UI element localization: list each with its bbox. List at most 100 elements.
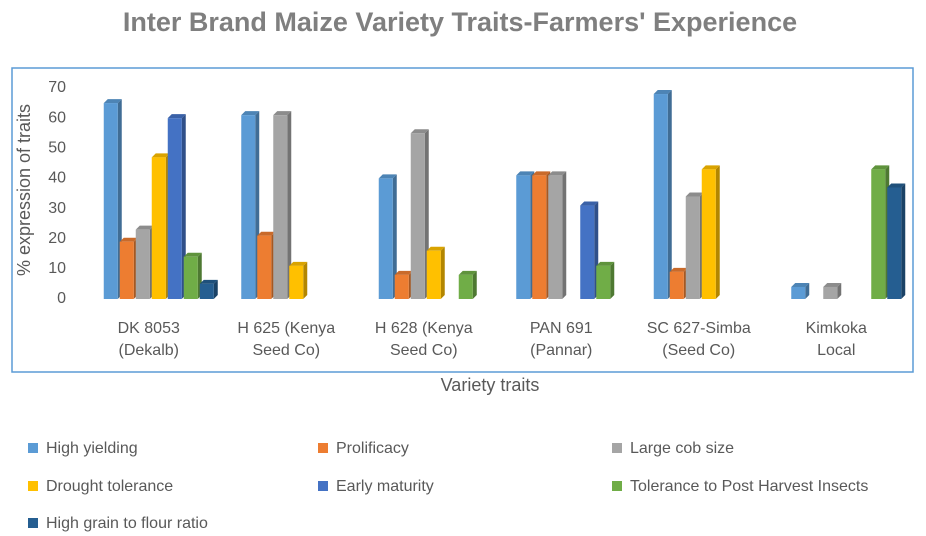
bar-side	[667, 90, 672, 300]
legend-label: Early maturity	[336, 478, 434, 495]
bar-top	[241, 111, 260, 116]
legend-swatch	[318, 443, 328, 453]
bar-side	[805, 282, 810, 299]
bar	[199, 283, 214, 299]
legend-item: Large cob size	[612, 440, 734, 458]
bar	[410, 133, 425, 299]
bar-top	[653, 90, 672, 95]
y-tick-label: 0	[57, 290, 66, 307]
bar	[167, 118, 182, 300]
bar-top	[151, 153, 170, 158]
bar-top	[596, 261, 615, 266]
chart-title: Inter Brand Maize Variety Traits-Farmers…	[123, 7, 797, 37]
bar	[871, 169, 886, 299]
y-tick-label: 60	[48, 109, 66, 126]
bar-top	[135, 225, 154, 230]
y-tick-label: 70	[48, 79, 66, 96]
legend-swatch	[612, 443, 622, 453]
bar-top	[823, 282, 842, 287]
legend-item: High grain to flour ratio	[28, 515, 208, 533]
bar-side	[715, 165, 720, 299]
legend-item: High yielding	[28, 440, 138, 458]
bar-top	[199, 279, 218, 284]
bar	[596, 265, 611, 299]
bar	[580, 205, 595, 299]
bar-top	[548, 171, 567, 176]
bar-side	[303, 261, 308, 299]
bar-side	[213, 279, 218, 299]
bar-top	[701, 165, 720, 170]
bar-top	[410, 129, 429, 134]
bar	[378, 178, 393, 299]
legend-swatch	[28, 443, 38, 453]
bar	[823, 286, 838, 299]
bar-top	[580, 201, 599, 206]
bar-side	[392, 174, 397, 299]
bar-top	[103, 99, 122, 104]
bar	[257, 235, 272, 299]
legend-item: Drought tolerance	[28, 478, 173, 496]
bar-side	[837, 282, 842, 299]
bar-side	[287, 111, 292, 299]
x-tick-label: H 628 (Kenya Seed Co)	[374, 320, 473, 359]
bar-side	[901, 183, 906, 299]
bar-top	[289, 261, 308, 266]
bar	[119, 241, 134, 299]
legend-swatch	[612, 481, 622, 491]
legend-item: Tolerance to Post Harvest Insects	[612, 478, 868, 496]
y-tick-label: 50	[48, 140, 66, 157]
bar-side	[440, 246, 445, 299]
bar-top	[458, 270, 477, 275]
bar	[887, 187, 902, 299]
bar-top	[426, 246, 445, 251]
x-tick-label: DK 8053 (Dekalb)	[117, 320, 180, 359]
bar	[685, 196, 700, 299]
bar	[241, 115, 256, 299]
y-tick-label: 10	[48, 260, 66, 277]
x-tick-label: Kimkoka Local	[805, 320, 867, 359]
bar	[135, 229, 150, 299]
bar-top	[871, 165, 890, 170]
legend-item: Prolificacy	[318, 440, 409, 458]
legend-swatch	[28, 481, 38, 491]
bar	[151, 157, 166, 299]
bar	[289, 265, 304, 299]
x-tick-label: H 625 (Kenya Seed Co)	[237, 320, 336, 359]
bar	[103, 103, 118, 299]
legend-swatch	[28, 518, 38, 528]
bar-top	[791, 282, 810, 287]
y-tick-label: 20	[48, 230, 66, 247]
bar	[273, 115, 288, 299]
bar-top	[378, 174, 397, 179]
bar-top	[167, 114, 186, 119]
legend-label: Tolerance to Post Harvest Insects	[630, 478, 869, 495]
y-axis-label: % expression of traits	[14, 104, 34, 276]
bar-side	[562, 171, 567, 299]
bar	[458, 274, 473, 299]
x-axis-label: Variety traits	[441, 375, 540, 395]
y-tick-label: 40	[48, 170, 66, 187]
legend-label: Drought tolerance	[46, 478, 174, 495]
legend-label: High grain to flour ratio	[46, 515, 208, 532]
legend-item: Early maturity	[318, 478, 434, 496]
x-tick-label: PAN 691 (Pannar)	[529, 320, 593, 359]
bar-top	[119, 237, 138, 242]
y-tick-label: 30	[48, 200, 66, 217]
bar-top	[183, 252, 202, 257]
bar	[701, 169, 716, 299]
x-tick-label: SC 627-Simba (Seed Co)	[646, 320, 751, 359]
bar-side	[610, 261, 615, 299]
bar-top	[257, 231, 276, 236]
bar	[532, 175, 547, 299]
bar	[394, 274, 409, 299]
bar-side	[181, 114, 186, 300]
bar-top	[273, 111, 292, 116]
plot-frame	[11, 67, 914, 373]
bar	[653, 94, 668, 300]
bar	[426, 250, 441, 299]
bar-side	[472, 270, 477, 299]
bar	[516, 175, 531, 299]
legend-swatch	[318, 481, 328, 491]
